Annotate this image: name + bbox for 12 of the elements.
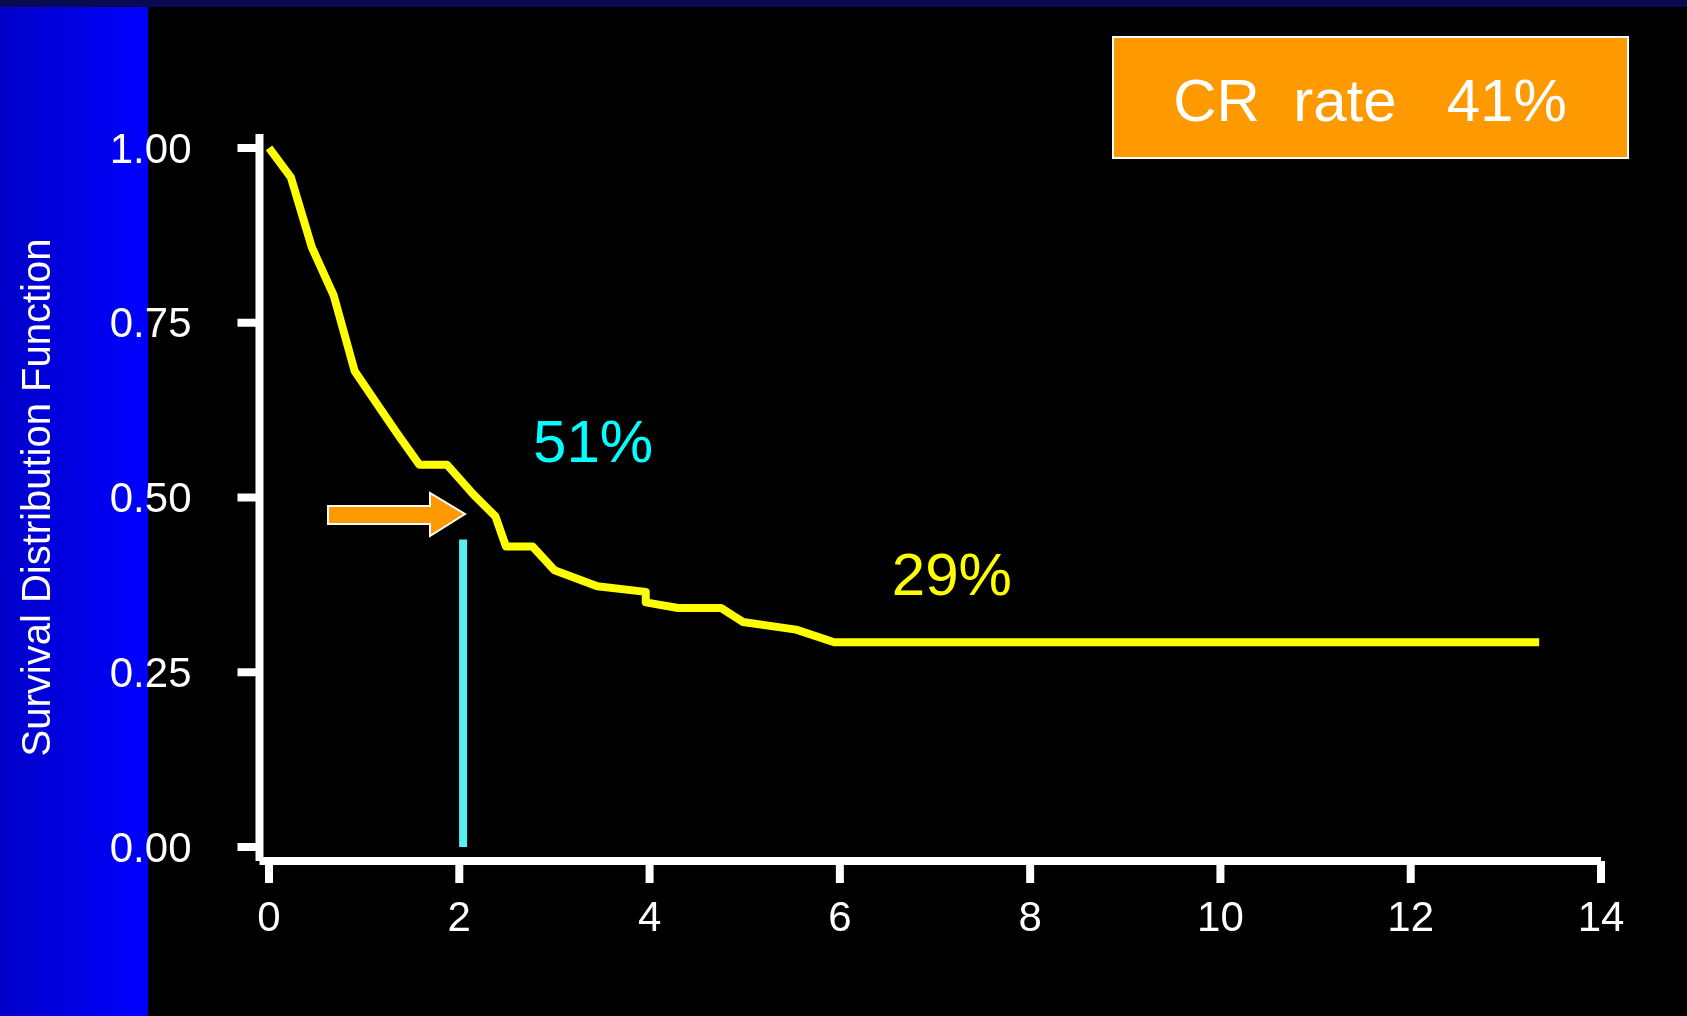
x-tick-label: 2: [447, 893, 471, 940]
x-tick-label: 4: [637, 893, 662, 940]
annotation: CR rate 41%: [1173, 67, 1567, 134]
x-tick-label: 6: [828, 893, 852, 940]
x-tick-label: 0: [257, 893, 281, 940]
x-tick-label: 12: [1387, 893, 1435, 940]
x-tick-label: 8: [1018, 893, 1042, 940]
annotation: 29%: [891, 541, 1012, 609]
x-tick-label: 10: [1197, 893, 1244, 940]
x-tick-label: 14: [1577, 893, 1625, 940]
annotation: 51%: [533, 407, 654, 475]
y-axis-title: Survival Distribution Function: [14, 238, 58, 757]
